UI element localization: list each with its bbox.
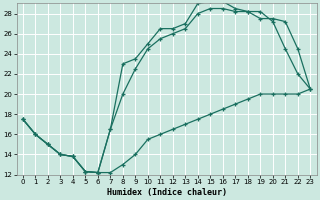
X-axis label: Humidex (Indice chaleur): Humidex (Indice chaleur) <box>107 188 227 197</box>
